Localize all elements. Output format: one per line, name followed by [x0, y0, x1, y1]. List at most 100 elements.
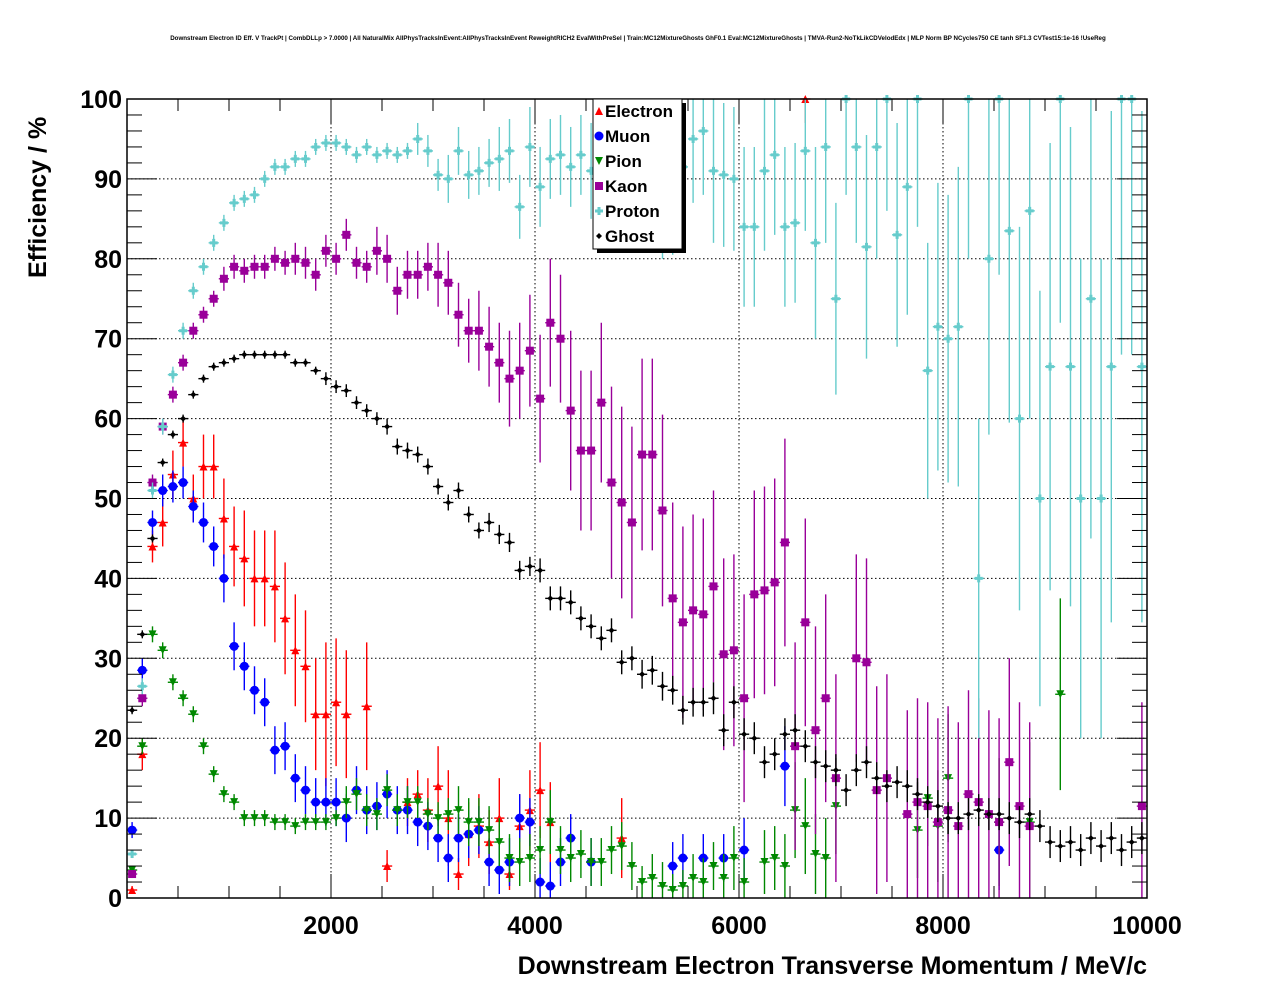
- legend-item-ghost: Ghost: [596, 227, 654, 246]
- proton-point: [239, 190, 250, 207]
- ghost-point: [331, 380, 342, 394]
- ghost-point: [259, 350, 270, 359]
- proton-marker: [260, 174, 269, 183]
- proton-marker: [944, 334, 953, 343]
- kaon-marker: [260, 262, 269, 271]
- proton-point: [769, 99, 780, 235]
- kaon-marker: [689, 606, 698, 615]
- proton-point: [759, 99, 770, 251]
- proton-marker: [576, 150, 585, 159]
- proton-point: [565, 126, 576, 207]
- proton-point: [963, 95, 974, 259]
- proton-marker: [1046, 362, 1055, 371]
- ghost-marker: [312, 367, 319, 374]
- pion-point: [280, 814, 291, 831]
- ghost-marker: [741, 731, 748, 738]
- proton-marker: [1076, 494, 1085, 503]
- pion-marker: [505, 854, 514, 863]
- muon-point: [259, 678, 270, 727]
- proton-point: [688, 99, 699, 203]
- y-tick-label: 60: [94, 406, 122, 434]
- proton-point: [198, 258, 209, 275]
- pion-marker: [607, 846, 616, 855]
- proton-point: [157, 418, 168, 435]
- pion-marker: [556, 846, 565, 855]
- pion-point: [626, 842, 637, 891]
- ghost-marker: [384, 423, 391, 430]
- ghost-point: [310, 366, 321, 375]
- proton-marker: [699, 126, 708, 135]
- proton-point: [1136, 110, 1147, 623]
- ghost-marker: [282, 351, 289, 358]
- legend-item-muon: Muon: [594, 127, 650, 146]
- pion-point: [494, 818, 505, 867]
- pion-marker: [281, 818, 290, 827]
- ghost-point: [1055, 830, 1066, 863]
- proton-point: [473, 146, 484, 195]
- kaon-marker: [576, 446, 585, 455]
- electron-point: [310, 658, 321, 771]
- kaon-marker: [709, 582, 718, 591]
- ghost-marker: [588, 623, 595, 630]
- y-tick-labels: 0 10 20 30 40 50 60 70 80 90 100: [80, 86, 122, 913]
- pion-point: [371, 798, 382, 831]
- ghost-point: [494, 524, 505, 545]
- ghost-marker: [343, 387, 350, 394]
- ghost-marker: [720, 727, 727, 734]
- ghost-marker: [1047, 839, 1054, 846]
- proton-point: [841, 95, 852, 195]
- ghost-marker: [1026, 811, 1033, 818]
- kaon-marker: [372, 246, 381, 255]
- ghost-marker: [557, 595, 564, 602]
- proton-point: [1085, 99, 1096, 539]
- proton-point: [1034, 290, 1045, 707]
- proton-point: [280, 158, 291, 175]
- ghost-marker: [843, 787, 850, 794]
- ghost-marker: [567, 599, 574, 606]
- ghost-point: [463, 506, 474, 523]
- pion-marker: [729, 854, 738, 863]
- electron-marker: [321, 710, 330, 719]
- electron-point: [208, 434, 219, 499]
- electron-marker: [260, 574, 269, 583]
- ghost-marker: [465, 511, 472, 518]
- legend-item-pion: Pion: [595, 152, 642, 171]
- proton-point: [1004, 99, 1015, 423]
- proton-marker: [240, 194, 249, 203]
- ghost-point: [902, 770, 913, 803]
- pion-marker: [260, 814, 269, 823]
- ghost-marker: [506, 539, 513, 546]
- proton-point: [1116, 95, 1127, 355]
- kaon-marker: [281, 258, 290, 267]
- ghost-point: [443, 494, 454, 511]
- pion-marker: [321, 818, 330, 827]
- electron-point: [331, 638, 342, 767]
- ghost-point: [351, 396, 362, 410]
- pion-marker: [658, 882, 667, 891]
- electron-marker: [219, 514, 228, 523]
- kaon-marker: [1137, 802, 1146, 811]
- ghost-point: [1034, 810, 1045, 843]
- kaon-marker: [321, 246, 330, 255]
- kaon-point: [320, 234, 331, 267]
- proton-marker: [515, 202, 524, 211]
- kaon-marker: [423, 262, 432, 271]
- ghost-point: [963, 798, 974, 831]
- ghost-point: [841, 774, 852, 807]
- ghost-point: [1045, 826, 1056, 859]
- pion-marker: [821, 854, 830, 863]
- kaon-point: [708, 490, 719, 683]
- kaon-point: [269, 246, 280, 271]
- proton-point: [269, 158, 280, 175]
- ghost-marker: [751, 735, 758, 742]
- ghost-marker: [598, 635, 605, 642]
- kaon-marker: [678, 618, 687, 627]
- ghost-point: [1065, 826, 1076, 859]
- kaon-point: [412, 250, 423, 299]
- ghost-point: [412, 446, 423, 463]
- kaon-point: [769, 478, 780, 687]
- kaon-marker: [964, 790, 973, 799]
- proton-point: [800, 99, 811, 231]
- electron-marker: [128, 886, 137, 895]
- ghost-marker: [975, 807, 982, 814]
